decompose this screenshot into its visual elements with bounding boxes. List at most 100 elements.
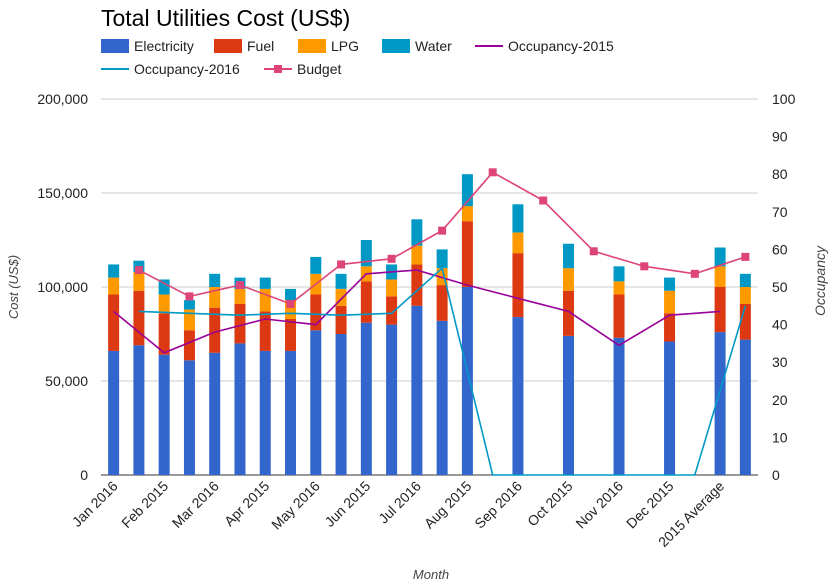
bar-fuel xyxy=(310,294,322,331)
legend-label-lpg: LPG xyxy=(331,38,359,54)
bar-electricity xyxy=(158,354,170,475)
legend-label-water: Water xyxy=(415,38,452,54)
bar-lpg xyxy=(259,288,271,312)
y2-axis-title: Occupancy xyxy=(812,245,828,316)
bar-electricity xyxy=(133,345,145,475)
bar-lpg xyxy=(386,279,398,297)
bar-electricity xyxy=(360,322,372,475)
y-tick-label: 50,000 xyxy=(45,373,88,389)
bar-water xyxy=(259,277,271,289)
bar-electricity xyxy=(386,324,398,475)
bar-fuel xyxy=(108,294,120,351)
bar-fuel xyxy=(209,307,221,353)
bar-electricity xyxy=(108,350,120,475)
x-tick-label: Jul 2016 xyxy=(375,478,424,527)
y-tick-label: 150,000 xyxy=(37,185,88,201)
bar-water xyxy=(664,277,676,291)
point-budget xyxy=(387,254,396,263)
bar-fuel xyxy=(259,311,271,351)
bar-fuel xyxy=(386,296,398,325)
legend-label-occupancy-2016: Occupancy-2016 xyxy=(134,61,240,77)
bar-water xyxy=(108,264,120,278)
bar-lpg xyxy=(158,294,170,314)
bar-water xyxy=(512,204,524,233)
point-budget xyxy=(286,299,295,308)
point-budget xyxy=(185,292,194,301)
bar-fuel xyxy=(183,330,195,361)
bar-fuel xyxy=(360,281,372,323)
bar-electricity xyxy=(234,343,246,475)
line-occupancy-2016 xyxy=(138,266,747,476)
bar-fuel xyxy=(436,285,448,321)
bar-fuel xyxy=(285,318,297,351)
x-tick-label: Apr 2015 xyxy=(221,478,273,530)
bar-lpg xyxy=(285,300,297,319)
bar-water xyxy=(714,247,726,267)
bar-lpg xyxy=(209,287,221,308)
bar-electricity xyxy=(436,320,448,475)
y2-tick-label: 70 xyxy=(772,204,788,220)
bar-lpg xyxy=(461,206,473,222)
bar-lpg xyxy=(183,309,195,331)
x-tick-label: Jan 2016 xyxy=(69,478,121,530)
point-budget xyxy=(640,262,649,271)
bar-water xyxy=(158,279,170,295)
bar-electricity xyxy=(285,350,297,475)
y2-tick-label: 60 xyxy=(772,241,788,257)
bar-fuel xyxy=(613,294,625,338)
x-tick-label: Jun 2015 xyxy=(321,478,373,530)
x-tick-label: Dec 2015 xyxy=(623,478,677,532)
bar-fuel xyxy=(158,313,170,355)
bar-electricity xyxy=(714,332,726,475)
y2-tick-label: 100 xyxy=(772,91,796,107)
y2-tick-label: 10 xyxy=(772,429,788,445)
bar-water xyxy=(436,249,448,269)
bar-lpg xyxy=(562,268,574,291)
legend-swatch-fuel xyxy=(214,39,242,53)
bar-electricity xyxy=(183,360,195,475)
x-tick-label: May 2016 xyxy=(268,478,323,533)
bar-lpg xyxy=(133,271,145,291)
x-axis-title: Month xyxy=(413,567,449,582)
legend-label-budget: Budget xyxy=(297,61,341,77)
bar-fuel xyxy=(512,253,524,318)
bar-lpg xyxy=(234,288,246,304)
legend-swatch-water xyxy=(382,39,410,53)
y-tick-label: 0 xyxy=(80,467,88,483)
y2-tick-label: 90 xyxy=(772,129,788,145)
bar-water xyxy=(183,300,195,310)
bar-water xyxy=(411,219,423,246)
y2-tick-label: 20 xyxy=(772,392,788,408)
bar-lpg xyxy=(714,266,726,287)
bar-fuel xyxy=(664,313,676,342)
legend-swatch-electricity xyxy=(101,39,129,53)
bar-electricity xyxy=(335,334,347,475)
y2-tick-label: 50 xyxy=(772,279,788,295)
bar-lpg xyxy=(512,232,524,254)
bar-lpg xyxy=(664,290,676,314)
legend-swatch-lpg xyxy=(298,39,326,53)
y2-tick-label: 30 xyxy=(772,354,788,370)
bar-electricity xyxy=(664,341,676,475)
legend-marker-budget xyxy=(274,65,282,73)
bar-lpg xyxy=(613,281,625,295)
bar-fuel xyxy=(461,221,473,287)
line-occupancy-2015 xyxy=(113,269,721,354)
point-budget xyxy=(438,226,447,235)
chart-title: Total Utilities Cost (US$) xyxy=(101,5,351,31)
bar-electricity xyxy=(562,335,574,475)
bar-lpg xyxy=(411,245,423,265)
bar-fuel xyxy=(562,290,574,336)
point-budget xyxy=(235,281,244,290)
y2-tick-label: 80 xyxy=(772,166,788,182)
bar-water xyxy=(310,256,322,274)
y-axis-title: Cost (US$) xyxy=(6,255,21,319)
point-budget xyxy=(337,260,346,269)
bar-water xyxy=(285,288,297,301)
bar-water xyxy=(562,243,574,269)
bar-electricity xyxy=(613,337,625,475)
bar-electricity xyxy=(209,352,221,475)
x-tick-label: Nov 2016 xyxy=(572,478,626,532)
bar-water xyxy=(209,273,221,287)
bar-lpg xyxy=(436,268,448,286)
